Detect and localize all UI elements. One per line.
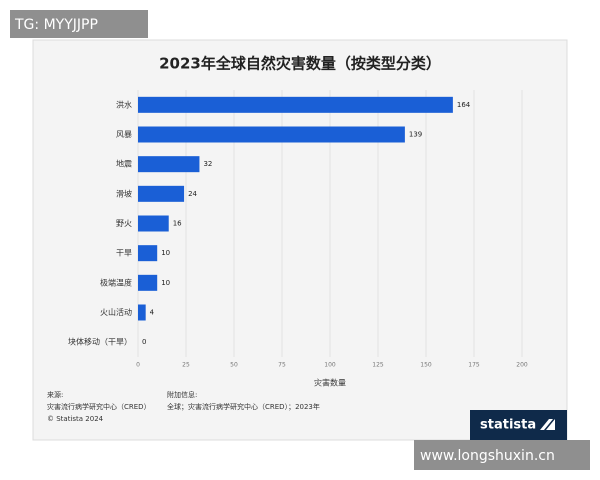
watermark-top: TG: MYYJJPP: [14, 17, 98, 33]
watermark-bottom: www.longshuxin.cn: [420, 448, 555, 464]
y-tick-label: 风暴: [116, 130, 132, 139]
x-tick-label: 25: [182, 362, 190, 369]
source-label: 来源:: [47, 390, 63, 399]
bar: [138, 185, 185, 202]
bar: [138, 96, 453, 113]
value-label: 164: [457, 101, 471, 109]
chart-title: 2023年全球自然灾害数量（按类型分类）: [159, 55, 441, 73]
bar: [138, 274, 158, 291]
value-label: 10: [161, 279, 170, 287]
bar: [138, 156, 200, 173]
x-tick-label: 0: [136, 362, 140, 369]
logo-icon: [540, 419, 555, 430]
y-tick-label: 洪水: [116, 99, 132, 109]
value-label: 16: [173, 220, 182, 228]
bar: [138, 304, 146, 321]
info: 全球；灾害流行病学研究中心（CRED）；2023年: [167, 402, 320, 411]
copyright: © Statista 2024: [47, 415, 104, 423]
bar: [138, 245, 158, 262]
y-tick-label: 地震: [116, 159, 132, 169]
watermark-box: [414, 440, 590, 470]
x-tick-label: 150: [420, 362, 432, 369]
y-tick-label: 块体移动（干旱）: [68, 337, 132, 347]
value-label: 139: [409, 131, 422, 139]
info-label: 附加信息:: [167, 390, 197, 399]
bar: [138, 215, 169, 232]
x-tick-label: 200: [516, 362, 528, 369]
y-tick-label: 火山活动: [100, 307, 132, 317]
y-tick-label: 极端温度: [100, 277, 132, 287]
y-tick-label: 滑坡: [116, 188, 132, 198]
watermark-box: [10, 10, 148, 38]
y-tick-label: 干旱: [116, 249, 132, 258]
x-tick-label: 125: [372, 362, 384, 369]
x-tick-label: 75: [278, 362, 286, 369]
x-tick-label: 50: [230, 362, 238, 369]
x-tick-label: 175: [468, 362, 480, 369]
x-tick-label: 100: [324, 362, 336, 369]
value-label: 4: [150, 309, 155, 317]
bar: [138, 126, 405, 143]
value-label: 24: [188, 190, 197, 198]
x-axis-title: 灾害数量: [314, 378, 346, 388]
logo-text: statista: [480, 418, 536, 433]
value-label: 10: [161, 249, 170, 257]
source: 灾害流行病学研究中心（CRED）: [47, 402, 151, 411]
y-tick-label: 野火: [116, 219, 132, 228]
value-label: 32: [203, 160, 212, 168]
value-label: 0: [142, 338, 146, 346]
